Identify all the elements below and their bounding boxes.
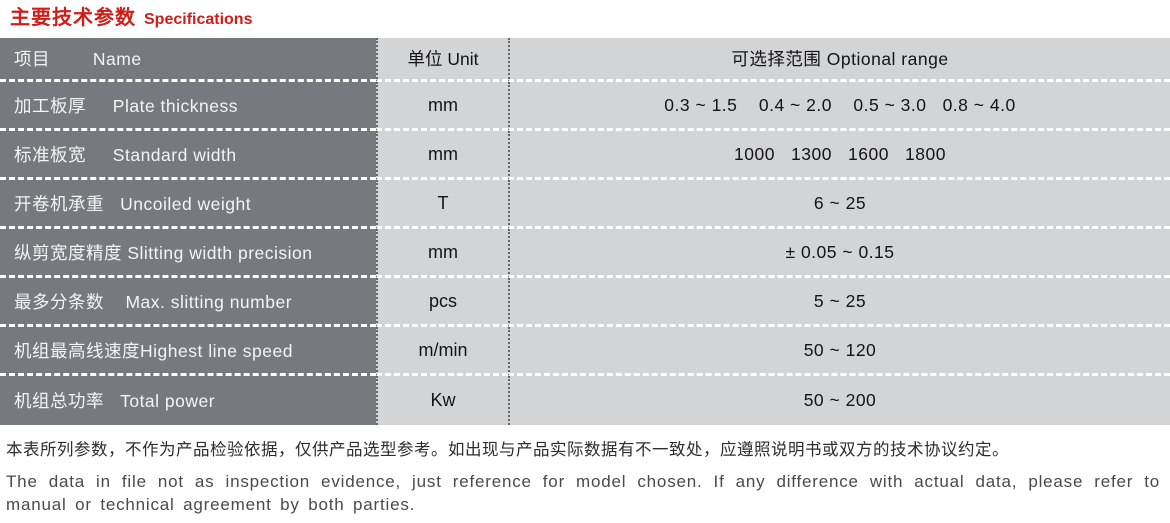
row-range-cell: 5 ~ 25 (508, 278, 1170, 327)
row-range-cell: 0.3 ~ 1.5 0.4 ~ 2.0 0.5 ~ 3.0 0.8 ~ 4.0 (508, 82, 1170, 131)
table-row-slitting-width-precision: 纵剪宽度精度 Slitting width precision mm ± 0.0… (0, 229, 1170, 278)
row-unit-cell: Kw (376, 376, 508, 425)
row-range-cell: 6 ~ 25 (508, 180, 1170, 229)
row-name-cell: 标准板宽 Standard width (0, 131, 376, 180)
row-unit-cell: pcs (376, 278, 508, 327)
row-range-cell: 50 ~ 200 (508, 376, 1170, 425)
disclaimer-english: The data in file not as inspection evide… (6, 471, 1160, 514)
row-range-cell: ± 0.05 ~ 0.15 (508, 229, 1170, 278)
header-cell-name: 项目 Name (0, 38, 376, 82)
row-unit-cell: mm (376, 229, 508, 278)
row-unit-cell: mm (376, 131, 508, 180)
table-row-standard-width: 标准板宽 Standard width mm 1000 1300 1600 18… (0, 131, 1170, 180)
row-name-cell: 机组最高线速度Highest line speed (0, 327, 376, 376)
row-name-cell: 机组总功率 Total power (0, 376, 376, 425)
row-range-cell: 1000 1300 1600 1800 (508, 131, 1170, 180)
row-unit-cell: m/min (376, 327, 508, 376)
row-unit-cell: mm (376, 82, 508, 131)
disclaimer-chinese: 本表所列参数，不作为产品检验依据，仅供产品选型参考。如出现与产品实际数据有不一致… (6, 441, 1009, 459)
row-name-cell: 加工板厚 Plate thickness (0, 82, 376, 131)
row-name-cell: 开卷机承重 Uncoiled weight (0, 180, 376, 229)
page-title-chinese: 主要技术参数 (10, 7, 136, 29)
row-name-cell: 最多分条数 Max. slitting number (0, 278, 376, 327)
row-name-cell: 纵剪宽度精度 Slitting width precision (0, 229, 376, 278)
table-header-row: 项目 Name 单位 Unit 可选择范围 Optional range (0, 38, 1170, 82)
footer-notes: 本表所列参数，不作为产品检验依据，仅供产品选型参考。如出现与产品实际数据有不一致… (0, 425, 1170, 517)
table-row-max-slitting-number: 最多分条数 Max. slitting number pcs 5 ~ 25 (0, 278, 1170, 327)
row-range-cell: 50 ~ 120 (508, 327, 1170, 376)
header-cell-unit: 单位 Unit (376, 38, 508, 82)
table-row-total-power: 机组总功率 Total power Kw 50 ~ 200 (0, 376, 1170, 425)
row-unit-cell: T (376, 180, 508, 229)
specifications-table: 项目 Name 单位 Unit 可选择范围 Optional range 加工板… (0, 38, 1170, 425)
table-row-uncoiled-weight: 开卷机承重 Uncoiled weight T 6 ~ 25 (0, 180, 1170, 229)
page-title: 主要技术参数 Specifications (0, 0, 1170, 38)
header-cell-optional-range: 可选择范围 Optional range (508, 38, 1170, 82)
table-row-highest-line-speed: 机组最高线速度Highest line speed m/min 50 ~ 120 (0, 327, 1170, 376)
page-title-english: Specifications (144, 11, 253, 28)
table-row-plate-thickness: 加工板厚 Plate thickness mm 0.3 ~ 1.5 0.4 ~ … (0, 82, 1170, 131)
